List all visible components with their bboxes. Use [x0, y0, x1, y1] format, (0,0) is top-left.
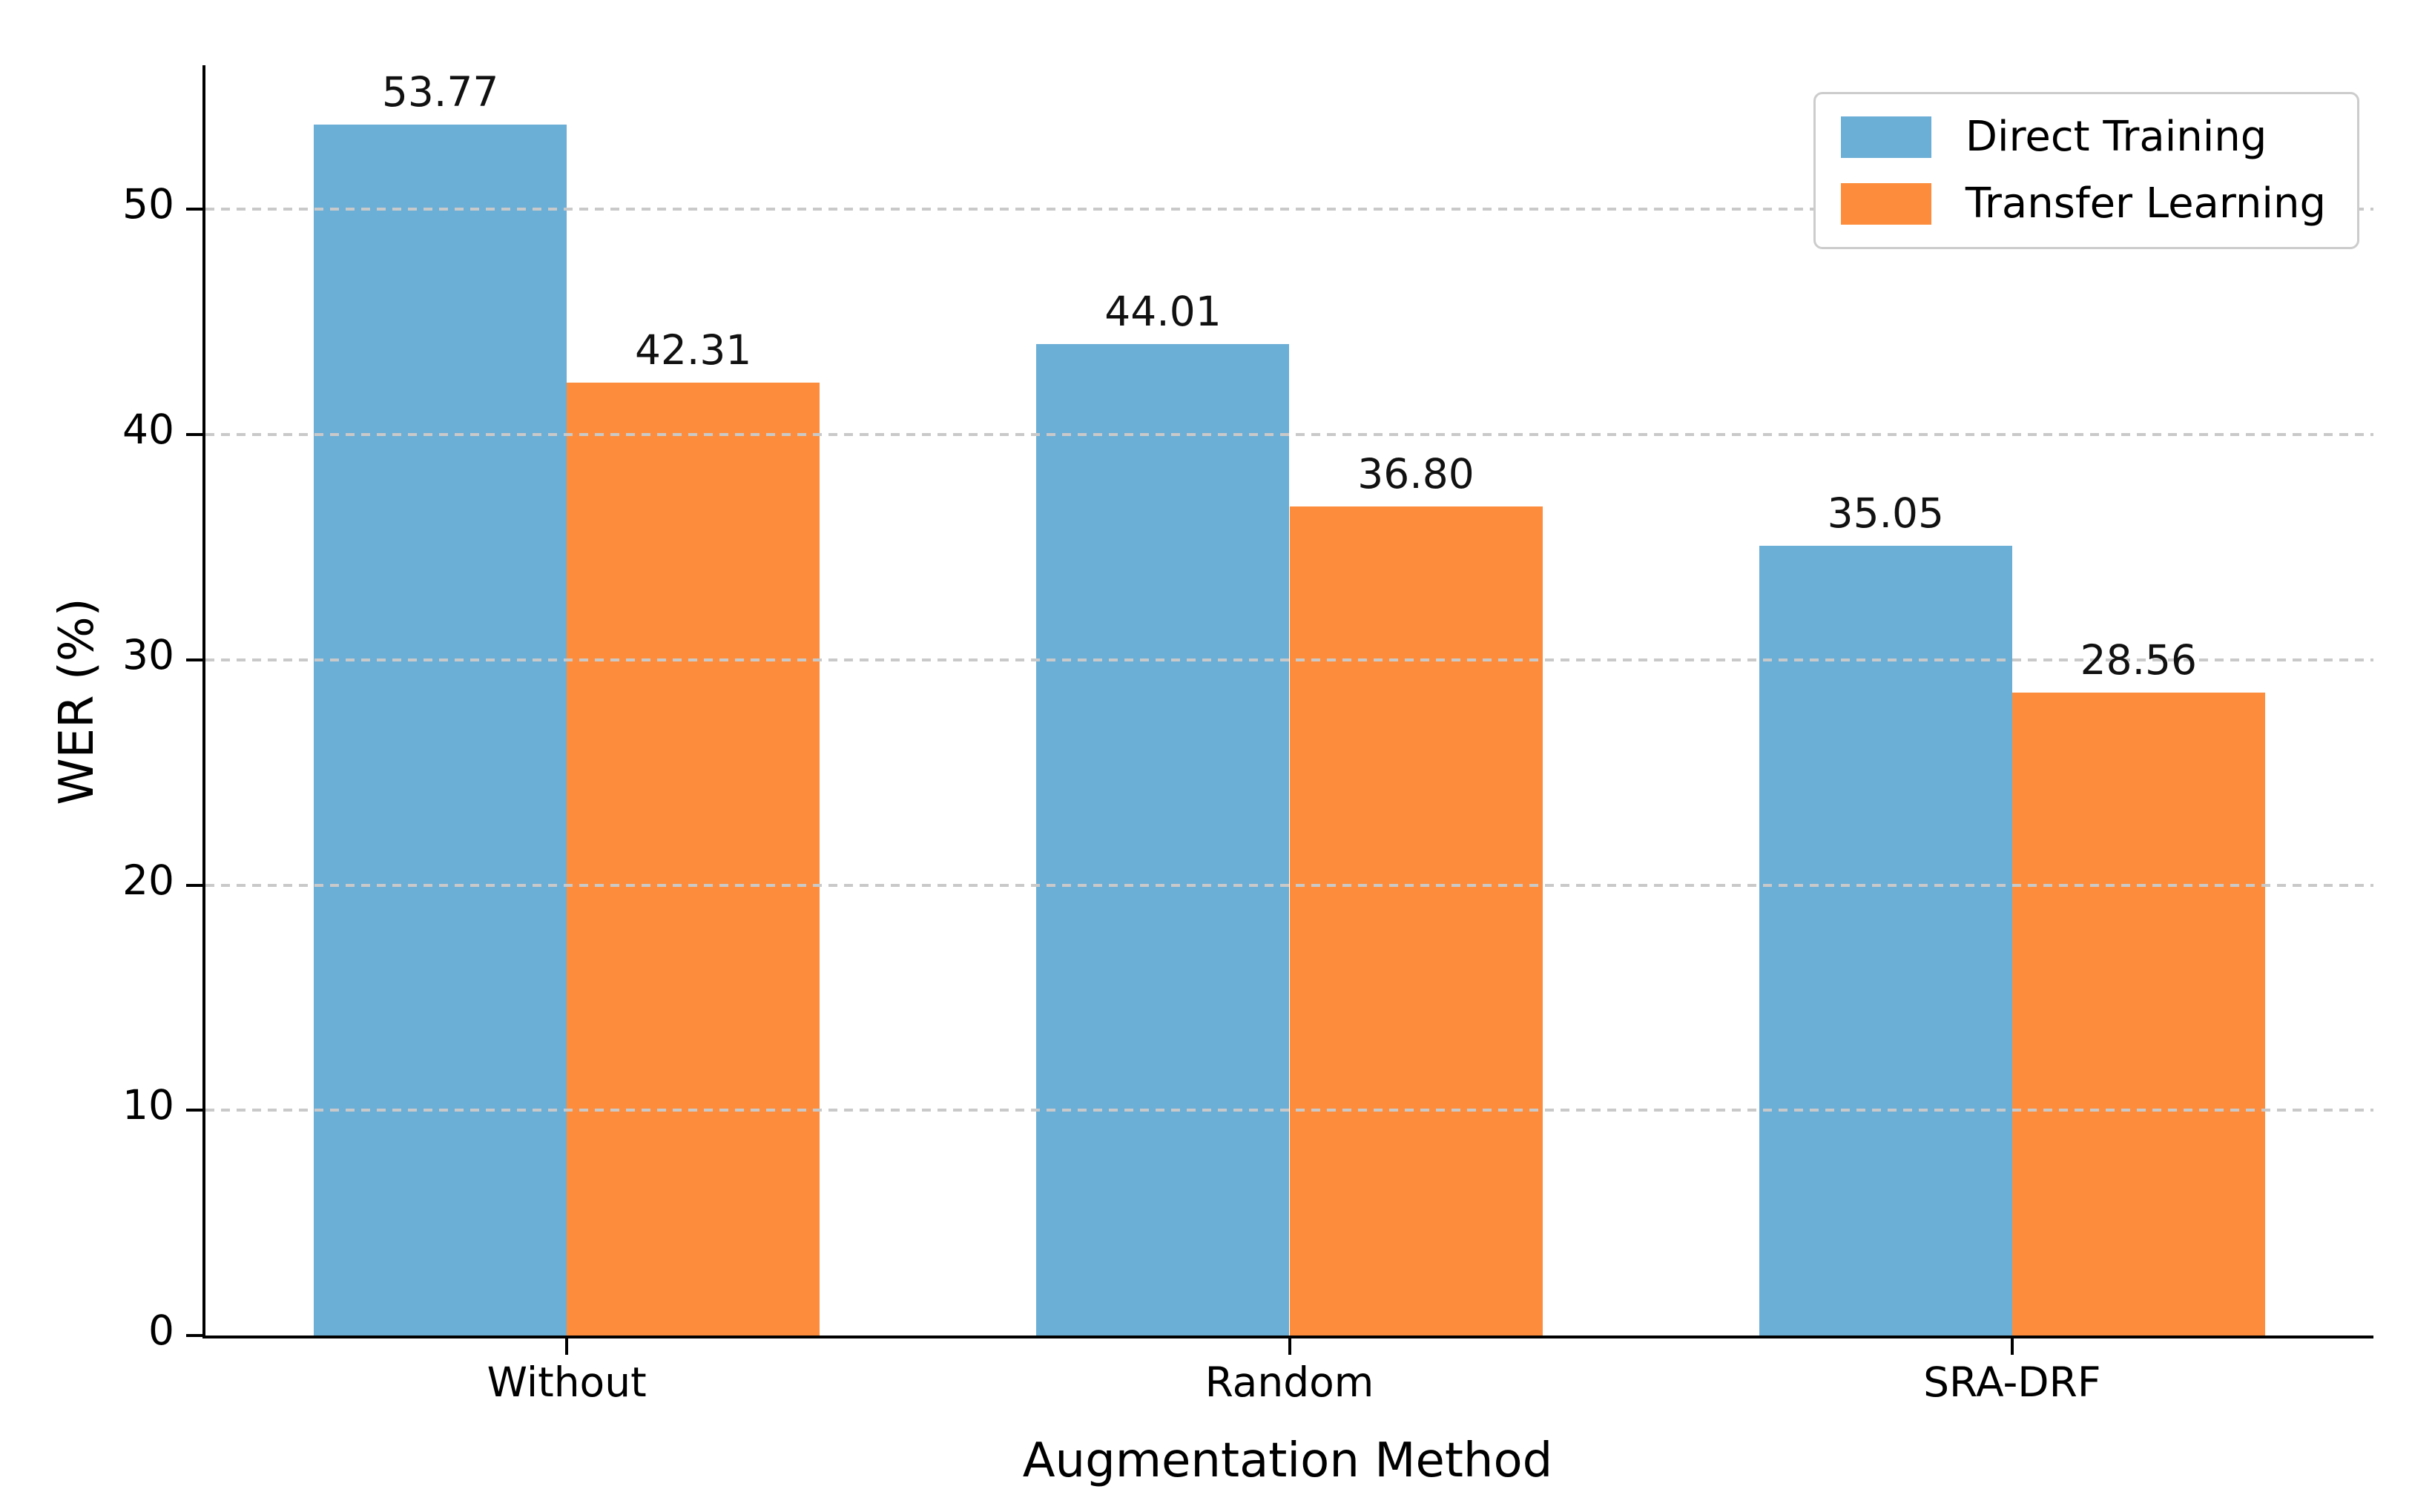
- y-axis-title: WER (%): [50, 598, 105, 805]
- bar-value-label-transfer-learning-random: 36.80: [1357, 450, 1474, 498]
- plot-area: 53.77 44.01 35.05 42.31 36.80 28.56 0 10 20 30 40 5…: [122, 65, 2373, 1403]
- y-tick-label-10: 10: [122, 1081, 174, 1129]
- bar-direct-training-random: [1036, 344, 1290, 1336]
- bar-transfer-learning-random: [1289, 506, 1543, 1336]
- bar-value-label-direct-training-sra-drf: 35.05: [1827, 489, 1945, 538]
- y-tick-mark-0: [186, 1334, 202, 1337]
- y-tick-mark-50: [186, 208, 202, 211]
- y-tick-mark-10: [186, 1109, 202, 1112]
- bar-value-label-direct-training-random: 44.01: [1104, 288, 1222, 336]
- legend-item-direct-training: Direct Training: [1840, 113, 2326, 161]
- y-tick-mark-20: [186, 883, 202, 887]
- x-tick-mark-sra-drf: [2010, 1338, 2014, 1355]
- bar-value-label-transfer-learning-without: 42.31: [634, 326, 752, 374]
- bar-transfer-learning-sra-drf: [2011, 692, 2265, 1336]
- y-tick-mark-40: [186, 433, 202, 437]
- legend-swatch-direct-training-icon: [1840, 116, 1931, 158]
- x-tick-label-random: Random: [1205, 1359, 1374, 1406]
- y-tick-label-30: 30: [122, 630, 174, 679]
- x-tick-label-sra-drf: SRA-DRF: [1923, 1359, 2101, 1406]
- legend-swatch-transfer-learning-icon: [1840, 183, 1931, 225]
- y-tick-mark-30: [186, 658, 202, 661]
- bar-direct-training-sra-drf: [1759, 546, 2012, 1336]
- legend-item-transfer-learning: Transfer Learning: [1840, 179, 2326, 228]
- y-tick-label-40: 40: [122, 406, 174, 454]
- x-tick-mark-without: [565, 1338, 569, 1355]
- bar-direct-training-without: [314, 124, 567, 1336]
- legend: Direct Training Transfer Learning: [1813, 92, 2359, 249]
- bar-value-label-transfer-learning-sra-drf: 28.56: [2080, 635, 2198, 684]
- x-tick-label-without: Without: [487, 1359, 647, 1406]
- legend-label-transfer-learning: Transfer Learning: [1965, 179, 2326, 228]
- x-tick-mark-random: [1288, 1338, 1291, 1355]
- bar-value-label-direct-training-without: 53.77: [381, 67, 499, 116]
- y-tick-label-0: 0: [148, 1307, 174, 1354]
- y-tick-label-50: 50: [122, 180, 174, 228]
- x-axis-title: Augmentation Method: [1022, 1433, 1553, 1488]
- legend-label-direct-training: Direct Training: [1965, 113, 2267, 161]
- bar-transfer-learning-without: [567, 382, 820, 1336]
- y-tick-label-20: 20: [122, 856, 174, 904]
